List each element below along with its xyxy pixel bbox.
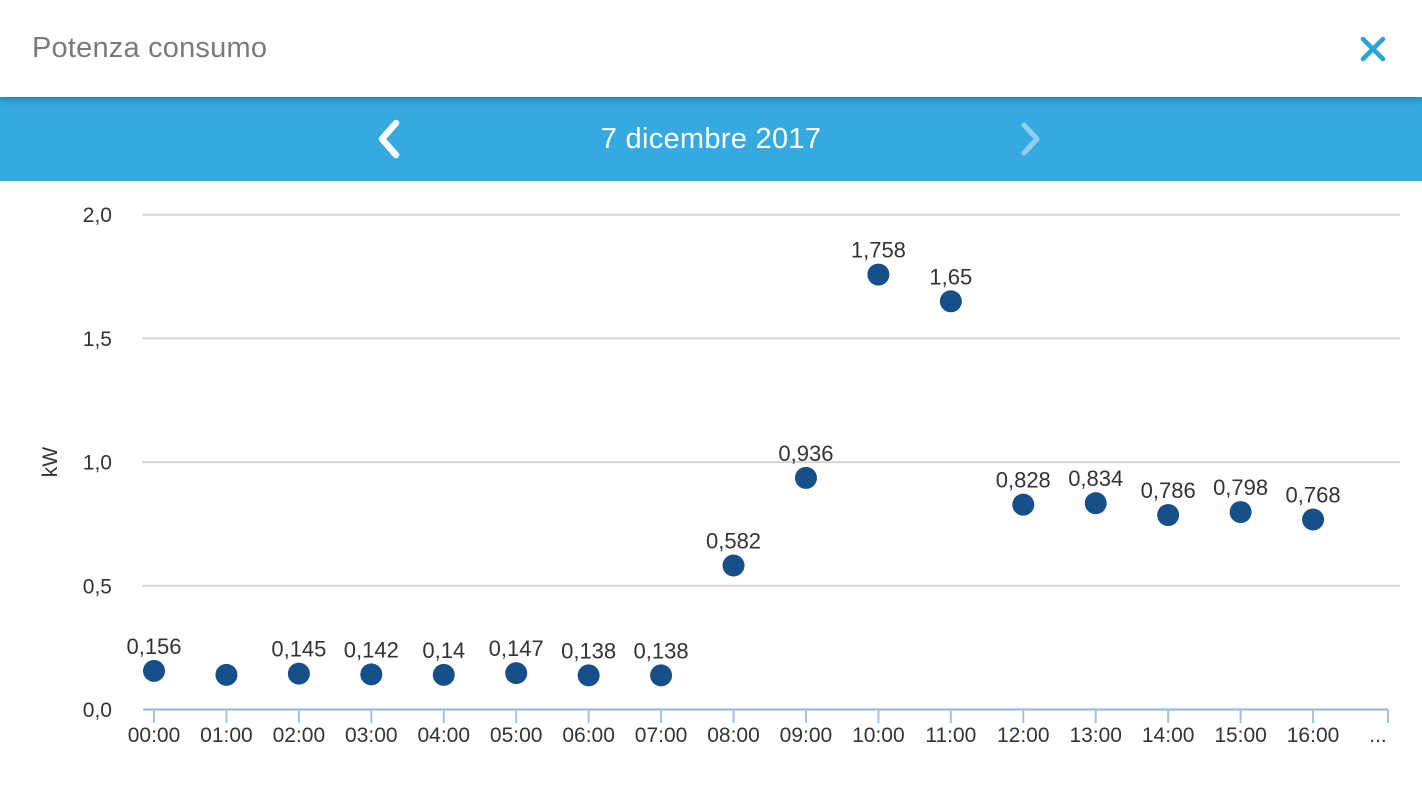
data-point-label: 0,834 bbox=[1068, 466, 1123, 491]
modal-header: Potenza consumo bbox=[0, 0, 1422, 97]
data-point-label: 1,65 bbox=[929, 264, 972, 289]
close-icon bbox=[1360, 36, 1386, 62]
data-point[interactable] bbox=[143, 659, 165, 682]
data-point-label: 0,828 bbox=[996, 468, 1051, 493]
x-axis-tick-label: 02:00 bbox=[273, 724, 326, 747]
data-point-label: 0,145 bbox=[271, 637, 326, 662]
x-axis-tick-label: 06:00 bbox=[562, 724, 615, 747]
x-axis-tick-label: 15:00 bbox=[1214, 724, 1267, 747]
data-point[interactable] bbox=[1084, 492, 1107, 515]
y-axis-tick-label: 0,0 bbox=[83, 699, 112, 722]
x-axis-tick-label: 04:00 bbox=[417, 724, 470, 747]
data-point[interactable] bbox=[432, 663, 455, 686]
data-point-label: 0,138 bbox=[634, 638, 689, 663]
x-axis-tick-label: 16:00 bbox=[1287, 724, 1340, 747]
x-axis-tick-label: 09:00 bbox=[780, 724, 833, 747]
x-axis-tick-label: 05:00 bbox=[490, 724, 543, 747]
data-point-label: 0,138 bbox=[561, 638, 616, 663]
close-button[interactable] bbox=[1350, 26, 1396, 72]
data-point[interactable] bbox=[287, 662, 310, 685]
x-axis-tick-label: 13:00 bbox=[1069, 724, 1122, 747]
x-axis-overflow-label: ... bbox=[1369, 724, 1387, 747]
data-point[interactable] bbox=[939, 290, 962, 313]
y-axis-tick-label: 1,5 bbox=[83, 328, 112, 351]
data-point-label: 0,582 bbox=[706, 529, 761, 554]
prev-day-button[interactable] bbox=[366, 115, 414, 163]
data-point[interactable] bbox=[722, 554, 745, 577]
data-point[interactable] bbox=[1157, 504, 1180, 527]
y-axis-tick-label: 2,0 bbox=[83, 204, 112, 227]
data-point[interactable] bbox=[215, 663, 238, 686]
data-point[interactable] bbox=[1012, 493, 1035, 516]
data-point-label: 0,147 bbox=[489, 636, 544, 661]
chart-area: 0,0 0,5 1,0 1,5 2,0 kW 00:00 0,156 01:00 02:00 0,1… bbox=[0, 181, 1422, 800]
data-point-label: 1,758 bbox=[851, 238, 906, 263]
data-point[interactable] bbox=[1229, 501, 1252, 524]
data-point[interactable] bbox=[650, 664, 673, 687]
x-axis-tick-label: 12:00 bbox=[997, 724, 1050, 747]
x-axis-tick-label: 08:00 bbox=[707, 724, 760, 747]
data-point-label: 0,14 bbox=[422, 638, 465, 663]
scatter-chart: 0,0 0,5 1,0 1,5 2,0 kW 00:00 0,156 01:00 02:00 0,1… bbox=[39, 204, 1400, 747]
data-point[interactable] bbox=[794, 466, 817, 489]
next-day-button[interactable] bbox=[1006, 115, 1054, 163]
data-point[interactable] bbox=[360, 663, 383, 686]
data-point-label: 0,768 bbox=[1286, 482, 1341, 507]
x-axis-tick-label: 11:00 bbox=[925, 724, 976, 747]
y-axis-tick-label: 0,5 bbox=[83, 575, 112, 598]
chevron-left-icon bbox=[378, 119, 400, 159]
y-axis-title: kW bbox=[39, 447, 62, 478]
data-point-label: 0,142 bbox=[344, 637, 399, 662]
x-axis-tick-label: 03:00 bbox=[345, 724, 398, 747]
data-point-label: 0,798 bbox=[1213, 475, 1268, 500]
chevron-right-icon bbox=[1021, 122, 1040, 156]
date-navigation-bar: 7 dicembre 2017 bbox=[0, 97, 1422, 181]
x-axis-tick-label: 14:00 bbox=[1142, 724, 1195, 747]
data-point[interactable] bbox=[1302, 508, 1325, 531]
data-point[interactable] bbox=[867, 263, 890, 286]
y-axis-tick-label: 1,0 bbox=[83, 452, 112, 475]
data-point-label: 0,156 bbox=[126, 634, 181, 659]
page-title: Potenza consumo bbox=[32, 32, 268, 64]
data-point[interactable] bbox=[505, 662, 528, 685]
data-point-label: 0,786 bbox=[1141, 478, 1196, 503]
x-axis-tick-label: 00:00 bbox=[128, 724, 181, 747]
x-axis-tick-label: 01:00 bbox=[200, 724, 253, 747]
x-axis-tick-label: 10:00 bbox=[852, 724, 905, 747]
data-point[interactable] bbox=[577, 664, 600, 687]
date-label: 7 dicembre 2017 bbox=[600, 122, 822, 155]
data-point-label: 0,936 bbox=[778, 441, 833, 466]
x-axis-tick-label: 07:00 bbox=[635, 724, 688, 747]
